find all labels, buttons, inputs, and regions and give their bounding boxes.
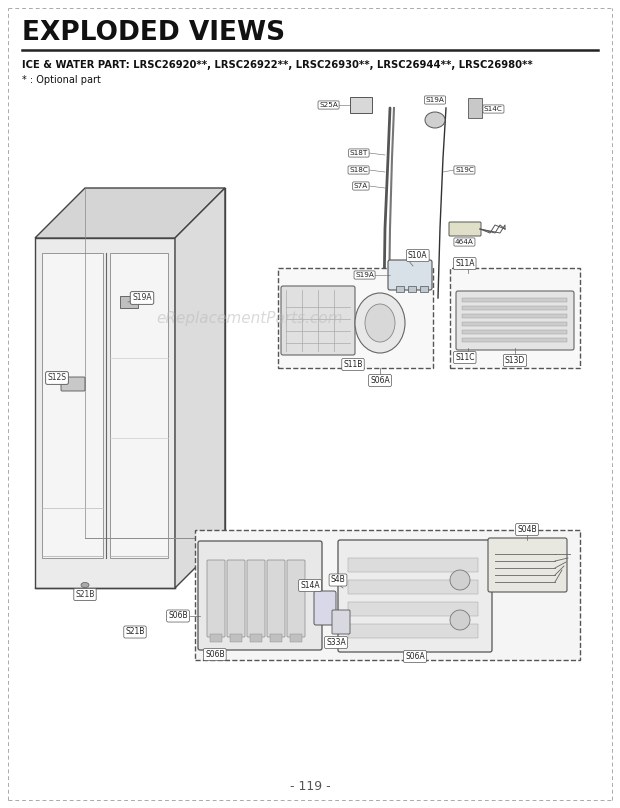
FancyBboxPatch shape xyxy=(388,260,432,290)
FancyBboxPatch shape xyxy=(207,560,225,637)
Text: S14A: S14A xyxy=(300,581,320,590)
Bar xyxy=(408,286,416,292)
FancyBboxPatch shape xyxy=(227,560,245,637)
Polygon shape xyxy=(175,188,225,588)
Text: S13D: S13D xyxy=(505,356,525,365)
Ellipse shape xyxy=(365,304,395,342)
Text: S21B: S21B xyxy=(125,628,144,637)
Text: S14C: S14C xyxy=(484,106,503,112)
Text: S25A: S25A xyxy=(319,102,338,108)
Text: S06A: S06A xyxy=(405,652,425,661)
Bar xyxy=(462,330,567,334)
Text: S33A: S33A xyxy=(326,638,346,647)
Polygon shape xyxy=(42,253,103,558)
FancyBboxPatch shape xyxy=(198,541,322,650)
Ellipse shape xyxy=(81,583,89,587)
FancyBboxPatch shape xyxy=(287,560,305,637)
Text: eReplacementParts.com: eReplacementParts.com xyxy=(157,310,343,326)
FancyBboxPatch shape xyxy=(61,377,85,391)
Text: EXPLODED VIEWS: EXPLODED VIEWS xyxy=(22,20,285,46)
Bar xyxy=(468,98,482,118)
Ellipse shape xyxy=(450,570,470,590)
Text: S4B: S4B xyxy=(330,575,345,584)
FancyBboxPatch shape xyxy=(338,540,492,652)
Bar xyxy=(462,322,567,326)
FancyBboxPatch shape xyxy=(488,538,567,592)
Text: S12S: S12S xyxy=(48,373,66,382)
Text: S10A: S10A xyxy=(408,251,428,260)
Text: S11C: S11C xyxy=(455,353,474,362)
Bar xyxy=(462,314,567,318)
FancyBboxPatch shape xyxy=(456,291,574,350)
Text: S19C: S19C xyxy=(455,167,474,173)
Text: S19A: S19A xyxy=(425,97,445,103)
FancyBboxPatch shape xyxy=(449,222,481,236)
Text: - 119 -: - 119 - xyxy=(290,780,330,793)
Ellipse shape xyxy=(450,610,470,630)
Text: 464A: 464A xyxy=(455,239,474,245)
Text: S06B: S06B xyxy=(168,612,188,621)
FancyBboxPatch shape xyxy=(247,560,265,637)
FancyBboxPatch shape xyxy=(450,268,580,368)
Polygon shape xyxy=(110,253,168,558)
Text: S06B: S06B xyxy=(205,650,224,659)
Text: S19A: S19A xyxy=(132,293,152,302)
FancyBboxPatch shape xyxy=(278,268,433,368)
Ellipse shape xyxy=(425,112,445,128)
Bar xyxy=(420,286,428,292)
Bar xyxy=(462,306,567,310)
Polygon shape xyxy=(35,238,175,588)
Text: ICE & WATER PART: LRSC26920**, LRSC26922**, LRSC26930**, LRSC26944**, LRSC26980*: ICE & WATER PART: LRSC26920**, LRSC26922… xyxy=(22,60,533,70)
Bar xyxy=(348,624,478,638)
Text: S11B: S11B xyxy=(343,360,363,369)
Bar xyxy=(348,580,478,594)
Text: S11A: S11A xyxy=(455,259,474,268)
Bar xyxy=(270,634,282,642)
Bar xyxy=(290,634,302,642)
Bar xyxy=(250,634,262,642)
Bar xyxy=(348,558,478,572)
FancyBboxPatch shape xyxy=(332,610,350,634)
Text: S18T: S18T xyxy=(350,150,368,156)
Ellipse shape xyxy=(355,293,405,353)
Text: S04B: S04B xyxy=(517,525,537,534)
FancyBboxPatch shape xyxy=(281,286,355,355)
Bar xyxy=(210,634,222,642)
Text: * : Optional part: * : Optional part xyxy=(22,75,101,85)
FancyBboxPatch shape xyxy=(314,591,336,625)
Text: S18C: S18C xyxy=(349,167,368,173)
Text: S19A: S19A xyxy=(355,272,374,278)
Bar xyxy=(230,634,242,642)
Bar xyxy=(120,296,138,308)
FancyBboxPatch shape xyxy=(267,560,285,637)
Text: S06A: S06A xyxy=(370,376,390,385)
Text: S21B: S21B xyxy=(75,590,95,599)
Bar xyxy=(396,286,404,292)
Bar xyxy=(462,298,567,302)
Bar xyxy=(348,602,478,616)
Polygon shape xyxy=(35,188,225,238)
FancyBboxPatch shape xyxy=(195,530,580,660)
Bar xyxy=(350,97,372,113)
Bar xyxy=(462,338,567,342)
Text: S7A: S7A xyxy=(354,183,368,189)
